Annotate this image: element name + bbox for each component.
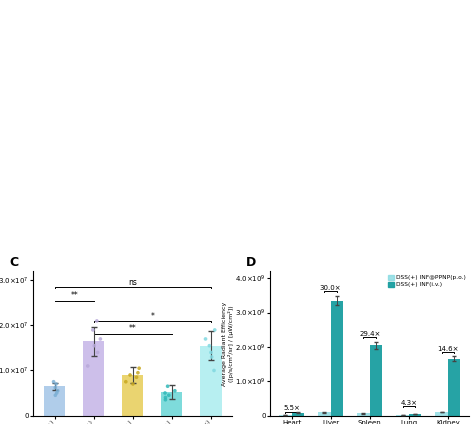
Bar xyxy=(435,412,448,416)
Text: D: D xyxy=(246,256,256,268)
Text: C: C xyxy=(9,256,18,268)
Point xyxy=(126,371,134,378)
Point xyxy=(122,378,129,385)
Point xyxy=(161,390,169,396)
Point xyxy=(84,363,91,369)
Point xyxy=(207,349,215,356)
Point xyxy=(54,388,62,394)
Text: 30.0×: 30.0× xyxy=(320,285,341,291)
Text: ns: ns xyxy=(128,278,137,287)
Point xyxy=(53,390,61,396)
Text: 4.3×: 4.3× xyxy=(400,399,417,406)
Text: 14.6×: 14.6× xyxy=(437,346,458,352)
Point xyxy=(210,367,218,374)
Point xyxy=(202,335,210,342)
Point xyxy=(129,381,137,388)
Bar xyxy=(200,346,221,416)
Text: **: ** xyxy=(129,324,137,333)
Point xyxy=(91,342,98,349)
Bar xyxy=(318,413,331,416)
Bar xyxy=(409,414,421,416)
Point xyxy=(89,326,97,333)
Bar xyxy=(279,415,292,416)
Text: 29.4×: 29.4× xyxy=(359,331,381,337)
Point xyxy=(97,335,104,342)
Point xyxy=(52,384,59,391)
Point xyxy=(93,318,100,324)
Point xyxy=(162,396,169,403)
Legend: DSS(+) INF@PPNP(p.o.), DSS(+) INF(i.v.): DSS(+) INF@PPNP(p.o.), DSS(+) INF(i.v.) xyxy=(387,274,466,288)
Bar xyxy=(44,386,65,416)
Point xyxy=(134,369,142,376)
Text: 5.5×: 5.5× xyxy=(283,405,300,411)
Bar xyxy=(161,392,182,416)
Point xyxy=(94,349,101,356)
Point xyxy=(162,394,169,401)
Point xyxy=(208,354,216,360)
Y-axis label: Average Radiant Efficiency
([p/s/cm²/sr] / [μW/cm²]): Average Radiant Efficiency ([p/s/cm²/sr]… xyxy=(222,301,234,385)
Point xyxy=(164,383,172,390)
Bar xyxy=(357,413,370,416)
Bar xyxy=(331,301,343,416)
Point xyxy=(52,392,59,399)
Bar xyxy=(370,345,382,416)
Point xyxy=(211,326,219,333)
Point xyxy=(133,374,140,381)
Text: *: * xyxy=(150,312,154,321)
Point xyxy=(206,342,213,349)
Point xyxy=(136,365,143,371)
Bar xyxy=(448,359,460,416)
Text: **: ** xyxy=(70,291,78,300)
Point xyxy=(165,392,173,399)
Point xyxy=(171,388,179,394)
Point xyxy=(52,381,60,388)
Bar xyxy=(122,375,144,416)
Bar xyxy=(292,413,304,416)
Bar xyxy=(83,341,104,416)
Point xyxy=(50,378,57,385)
